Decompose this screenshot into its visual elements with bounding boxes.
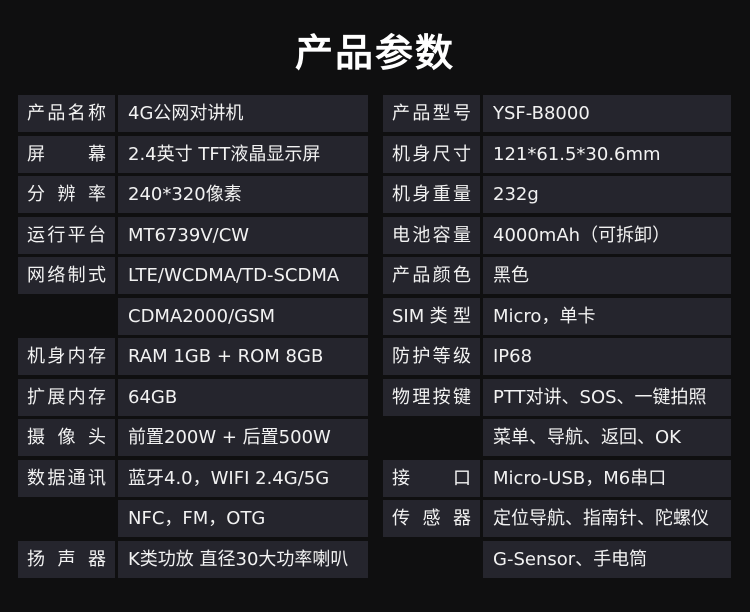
spec-value: 4G公网对讲机 bbox=[118, 95, 368, 132]
spec-label-text: 产品颜色 bbox=[392, 265, 471, 286]
spec-label: 机身重量 bbox=[383, 176, 480, 213]
spec-value: 4000mAh（可拆卸） bbox=[483, 216, 731, 254]
spec-value: MT6739V/CW bbox=[118, 216, 368, 254]
spec-label-text: 机身尺寸 bbox=[392, 143, 471, 165]
spec-label-text: 扩展内存 bbox=[27, 386, 106, 408]
spec-label: 物理按键 bbox=[383, 378, 480, 416]
spec-value: 64GB bbox=[118, 378, 368, 416]
spec-label: 扩展内存 bbox=[18, 378, 115, 416]
spec-label-text: 防护等级 bbox=[392, 346, 471, 367]
spec-label-text: 机身内存 bbox=[27, 346, 106, 367]
spec-label: 机身尺寸 bbox=[383, 135, 480, 173]
spec-value: 黑色 bbox=[483, 257, 731, 294]
spec-label: 机身内存 bbox=[18, 338, 115, 375]
spec-label-text: 网络制式 bbox=[27, 265, 106, 286]
spec-label: 电池容量 bbox=[383, 216, 480, 254]
spec-label-text: 机身重量 bbox=[392, 184, 471, 205]
spec-value: 菜单、导航、返回、OK bbox=[483, 419, 731, 456]
spec-label: 防护等级 bbox=[383, 338, 480, 375]
spec-label-text: 物理按键 bbox=[392, 386, 471, 408]
spec-label: 产品颜色 bbox=[383, 257, 480, 294]
page-title: 产品参数 bbox=[294, 31, 455, 75]
spec-value: 232g bbox=[483, 176, 731, 213]
spec-label-text: 产品名称 bbox=[27, 103, 106, 124]
spec-label: 屏幕 bbox=[18, 135, 115, 173]
spec-label: 网络制式 bbox=[18, 257, 115, 294]
spec-label-text: SIM类型 bbox=[392, 305, 471, 327]
spec-label: 产品型号 bbox=[383, 95, 480, 132]
spec-label: 产品名称 bbox=[18, 95, 115, 132]
spec-value: LTE/WCDMA/TD-SCDMA bbox=[118, 257, 368, 294]
spec-value: Micro-USB，M6串口 bbox=[483, 459, 731, 497]
spec-value: CDMA2000/GSM bbox=[118, 297, 368, 335]
spec-value: 121*61.5*30.6mm bbox=[483, 135, 731, 173]
spec-value: RAM 1GB + ROM 8GB bbox=[118, 338, 368, 375]
spec-label: 摄像头 bbox=[18, 419, 115, 456]
spec-label-text: 分辨率 bbox=[27, 184, 106, 205]
spec-label-text: 接口 bbox=[392, 467, 471, 489]
spec-label-text: 扬声器 bbox=[27, 548, 106, 570]
spec-label: 扬声器 bbox=[18, 540, 115, 578]
spec-value: PTT对讲、SOS、一键拍照 bbox=[483, 378, 731, 416]
spec-label: 接口 bbox=[383, 459, 480, 497]
spec-value: IP68 bbox=[483, 338, 731, 375]
spec-value: K类功放 直径30大功率喇叭 bbox=[118, 540, 368, 578]
spec-label-text: 数据通讯 bbox=[27, 467, 106, 489]
spec-value: YSF-B8000 bbox=[483, 95, 731, 132]
spec-label-text: 摄像头 bbox=[27, 427, 106, 448]
spec-label: SIM类型 bbox=[383, 297, 480, 335]
spec-label: 分辨率 bbox=[18, 176, 115, 213]
spec-value: 蓝牙4.0，WIFI 2.4G/5G bbox=[118, 459, 368, 497]
spec-label-text: 产品型号 bbox=[392, 103, 471, 124]
spec-label-text: 运行平台 bbox=[27, 224, 106, 246]
spec-value: 240*320像素 bbox=[118, 176, 368, 213]
spec-value: Micro，单卡 bbox=[483, 297, 731, 335]
spec-label: 数据通讯 bbox=[18, 459, 115, 497]
spec-value: 前置200W + 后置500W bbox=[118, 419, 368, 456]
spec-label: 传感器 bbox=[383, 500, 480, 537]
spec-value: NFC，FM，OTG bbox=[118, 500, 368, 537]
spec-value: 2.4英寸 TFT液晶显示屏 bbox=[118, 135, 368, 173]
spec-label-text: 电池容量 bbox=[392, 224, 471, 246]
spec-label-text: 传感器 bbox=[392, 508, 471, 529]
spec-value: 定位导航、指南针、陀螺仪 bbox=[483, 500, 731, 537]
spec-label: 运行平台 bbox=[18, 216, 115, 254]
spec-value: G-Sensor、手电筒 bbox=[483, 540, 731, 578]
spec-label-text: 屏幕 bbox=[27, 143, 106, 165]
